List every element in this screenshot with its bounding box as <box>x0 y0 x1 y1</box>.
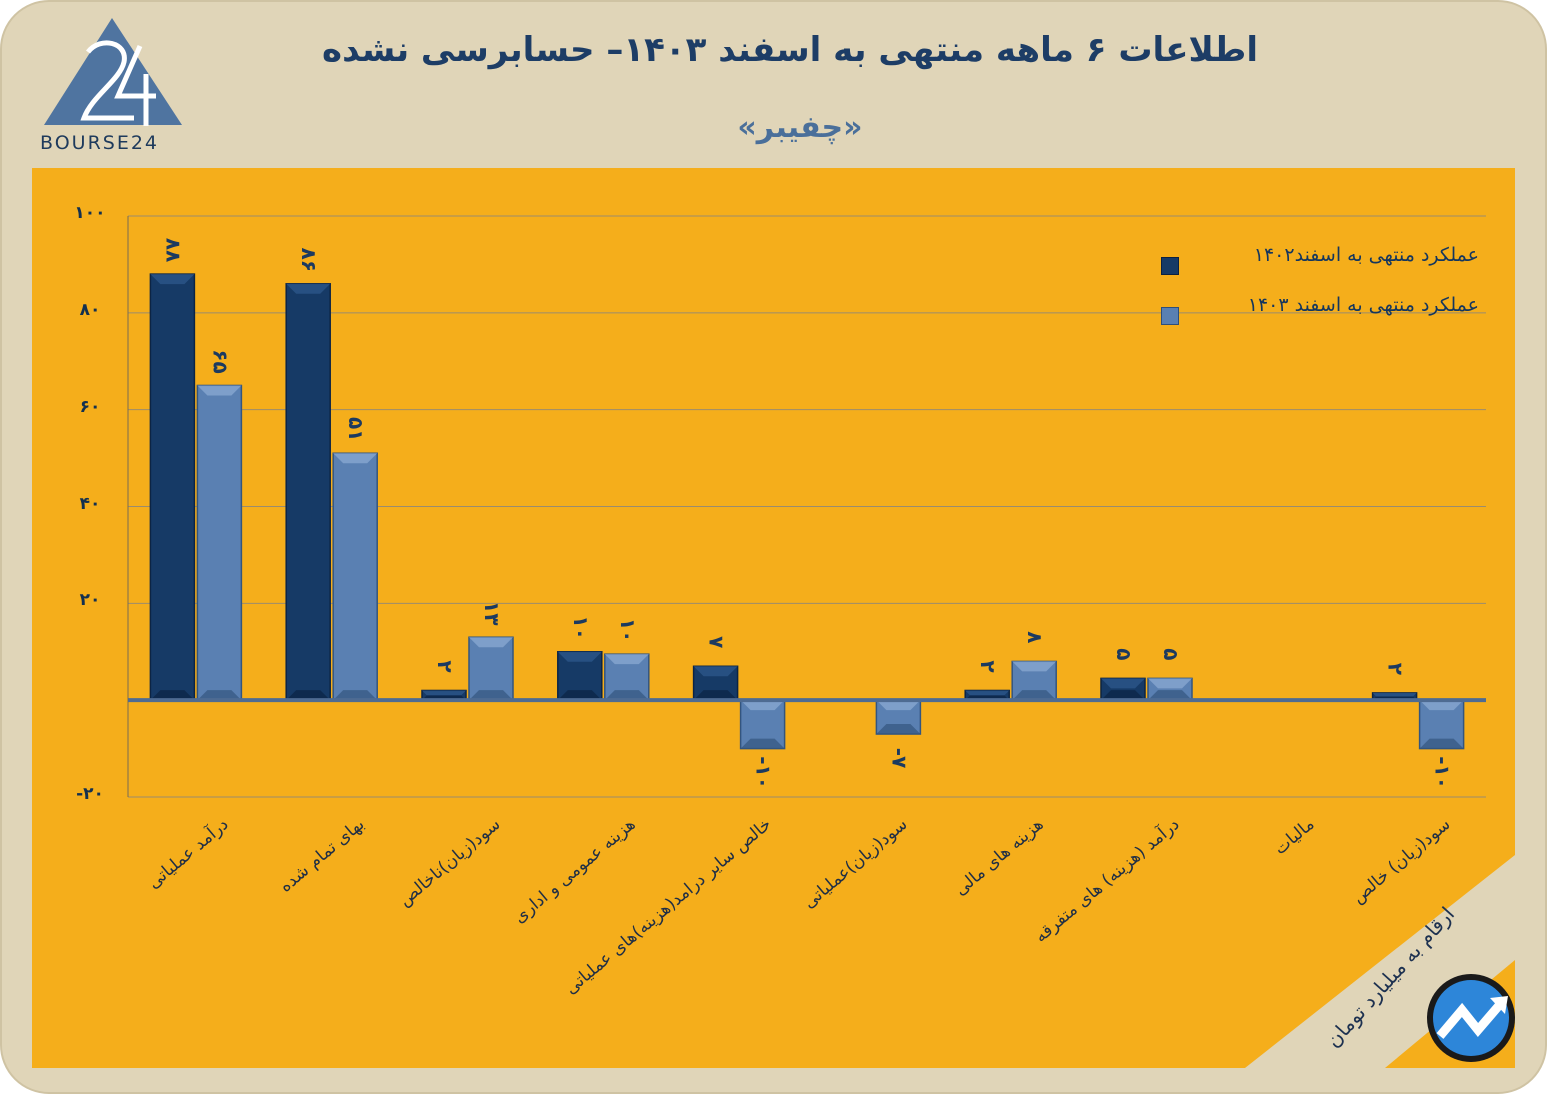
y-tick-label: ۸۰ <box>79 299 101 320</box>
bar-data-label: ۱۳ <box>480 601 504 625</box>
bar-bevel <box>604 654 649 665</box>
bar-bevel <box>740 700 785 711</box>
trend-logo-icon <box>1427 974 1515 1062</box>
y-tick-label: -۲۰ <box>76 784 104 804</box>
bar-bevel <box>557 690 602 701</box>
y-tick-label: ۴۰ <box>79 493 101 514</box>
bar-data-label: ۸ <box>1023 631 1047 643</box>
bar-bevel <box>1372 692 1417 697</box>
legend-label-1402: عملکرد منتهی به اسفند۱۴۰۲ <box>1253 244 1479 266</box>
legend-item-1403: عملکرد منتهی به اسفند ۱۴۰۳ <box>1155 290 1479 340</box>
bar-data-label: ۶۵ <box>208 349 232 373</box>
bourse24-logo-icon <box>44 18 182 126</box>
bar-data-label: ۵۱ <box>344 417 368 441</box>
bar-bevel <box>693 666 738 677</box>
bar-bevel <box>333 690 378 701</box>
bar-bevel <box>150 274 195 285</box>
bar-bevel <box>1012 690 1057 701</box>
y-tick-label: ۲۰ <box>79 590 101 611</box>
bar-bevel <box>469 690 513 701</box>
bar-bevel <box>604 690 649 701</box>
bar-bevel <box>197 690 242 701</box>
bar <box>196 384 243 701</box>
bar-bevel <box>1012 661 1057 672</box>
bar-bevel <box>150 690 195 701</box>
bar-data-label: ۵ <box>1112 648 1136 660</box>
bar-bevel <box>740 738 785 749</box>
chart-title: اطلاعات ۶ ماهه منتهی به اسفند ۱۴۰۳– حساب… <box>322 30 1258 70</box>
logo-wordmark: BOURSE24 <box>40 132 160 154</box>
bar-bevel <box>197 385 242 396</box>
bar-bevel <box>1419 700 1464 711</box>
chart-subtitle: «چفیبر» <box>737 110 863 145</box>
bar-bevel <box>1101 690 1145 701</box>
bar-data-label: ۲ <box>433 660 457 672</box>
bar-bevel <box>469 637 513 648</box>
bar-data-label: ۸۸ <box>161 238 185 262</box>
bar-bevel <box>286 690 331 701</box>
plot-panel <box>32 168 1515 1068</box>
legend-label-1403: عملکرد منتهی به اسفند ۱۴۰۳ <box>1247 294 1479 316</box>
bar-data-label: ۷ <box>705 636 729 648</box>
bar <box>285 283 331 701</box>
bar <box>332 452 378 701</box>
bar-bevel <box>1419 738 1464 749</box>
bar-bevel <box>333 453 378 464</box>
bar-bevel <box>557 651 602 662</box>
bar-data-label: ۱۰ <box>569 616 593 640</box>
bar-data-label: ۱۰ <box>616 618 640 642</box>
bar-bevel <box>1148 678 1192 689</box>
legend-swatch-1403 <box>1161 307 1179 325</box>
bar-bevel <box>876 700 921 711</box>
bar-data-label: ۵ <box>1159 648 1183 660</box>
bar-bevel <box>965 690 1010 696</box>
bar-data-label: -۱۰ <box>752 756 776 789</box>
legend: عملکرد منتهی به اسفند۱۴۰۲ عملکرد منتهی ب… <box>1155 240 1479 340</box>
bar-data-label: ۲ <box>976 660 1000 672</box>
bar-bevel <box>1101 678 1145 689</box>
bar-data-label: ۸۶ <box>297 248 321 272</box>
bar <box>149 273 196 701</box>
bar-bevel <box>693 690 738 701</box>
bar-bevel <box>286 283 331 294</box>
bar-bevel <box>1148 690 1192 701</box>
bar-bevel <box>876 724 921 735</box>
legend-item-1402: عملکرد منتهی به اسفند۱۴۰۲ <box>1155 240 1479 290</box>
bar-data-label: ۲ <box>1384 663 1408 675</box>
bar-bevel <box>422 690 466 696</box>
y-tick-label: ۶۰ <box>79 396 101 417</box>
bar-data-label: -۷ <box>887 748 911 769</box>
bar-data-label: -۱۰ <box>1431 756 1455 789</box>
legend-swatch-1402 <box>1161 257 1179 275</box>
y-tick-label: ۱۰۰ <box>74 203 106 223</box>
